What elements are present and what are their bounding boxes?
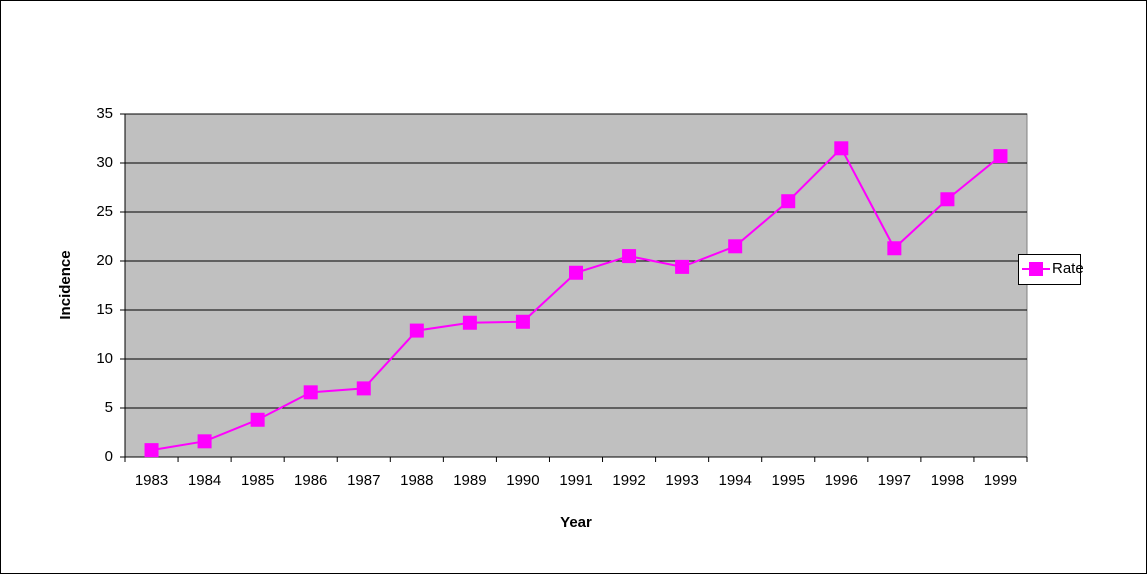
marker (462, 315, 477, 330)
x-tick-label: 1983 (135, 472, 168, 489)
x-tick-label: 1984 (188, 472, 221, 489)
marker (409, 323, 424, 338)
y-tick-label: 20 (96, 252, 113, 269)
marker (675, 259, 690, 274)
x-tick-label: 1990 (506, 472, 539, 489)
marker (887, 241, 902, 256)
y-axis-title: Incidence (57, 250, 74, 319)
x-tick-label: 1987 (347, 472, 380, 489)
y-tick-label: 5 (105, 399, 113, 416)
x-tick-label: 1994 (718, 472, 751, 489)
x-tick-label: 1988 (400, 472, 433, 489)
x-tick-label: 1985 (241, 472, 274, 489)
y-tick-label: 10 (96, 350, 113, 367)
legend-label: Rate (1052, 260, 1084, 277)
x-tick-label: 1999 (984, 472, 1017, 489)
x-tick-label: 1989 (453, 472, 486, 489)
x-tick-label: 1996 (825, 472, 858, 489)
y-tick-label: 0 (105, 448, 113, 465)
x-tick-label: 1995 (772, 472, 805, 489)
y-tick-label: 15 (96, 301, 113, 318)
marker (728, 239, 743, 254)
x-tick-label: 1986 (294, 472, 327, 489)
x-tick-label: 1997 (878, 472, 911, 489)
marker (993, 149, 1008, 164)
plot-area (124, 113, 1028, 458)
marker (197, 434, 212, 449)
legend-marker (1029, 262, 1043, 276)
x-tick-label: 1991 (559, 472, 592, 489)
marker (569, 265, 583, 280)
marker (303, 385, 318, 400)
marker (834, 141, 849, 156)
x-axis-title: Year (560, 514, 592, 531)
marker (144, 443, 159, 458)
y-tick-label: 30 (96, 154, 113, 171)
marker (940, 192, 955, 207)
y-tick-label: 35 (96, 105, 113, 122)
marker (356, 381, 371, 396)
x-tick-label: 1998 (931, 472, 964, 489)
marker (515, 314, 530, 329)
x-tick-label: 1993 (665, 472, 698, 489)
y-tick-label: 25 (96, 203, 113, 220)
marker (622, 249, 637, 264)
marker (250, 412, 265, 427)
x-tick-label: 1992 (612, 472, 645, 489)
marker (781, 194, 796, 209)
